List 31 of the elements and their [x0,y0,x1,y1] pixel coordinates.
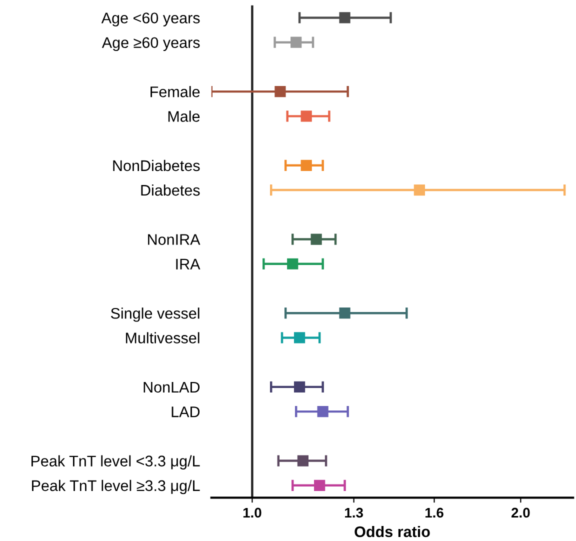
y-tick-label: Age ≥60 years [102,37,200,52]
y-tick-label: Peak TnT level ≥3.3 μg/L [32,480,200,494]
point [339,12,350,24]
point [294,332,306,344]
y-tick-label: Diabetes [141,184,200,196]
y-tick-label: IRA [176,258,200,270]
point [290,36,302,48]
y-tick-label: NonDiabetes [113,160,200,172]
x-axis-title: Odds ratio [354,526,430,538]
y-tick-label: NonLAD [144,382,200,393]
y-tick-label: Peak TnT level <3.3 μg/L [31,455,200,470]
x-tick-label: 1.6 [425,508,444,518]
y-tick-label: Single vessel [110,308,200,322]
x-tick-label: 2.0 [512,508,530,518]
y-tick-label: LAD [172,406,200,418]
y-tick-label: Female [150,86,200,98]
y-tick-label: NonIRA [148,234,200,245]
point [294,381,306,393]
point [287,258,298,270]
point [317,406,328,418]
x-tick-label: 1.0 [243,508,262,518]
point [314,480,326,491]
point [297,455,309,466]
point [300,110,312,122]
y-tick-label: Multivessel [126,332,200,344]
y-tick-label: Male [168,110,200,122]
point [339,308,350,319]
point [300,160,312,171]
y-tick-label: Age <60 years [101,12,200,26]
point [310,234,322,245]
x-tick-label: 1.3 [345,508,363,518]
